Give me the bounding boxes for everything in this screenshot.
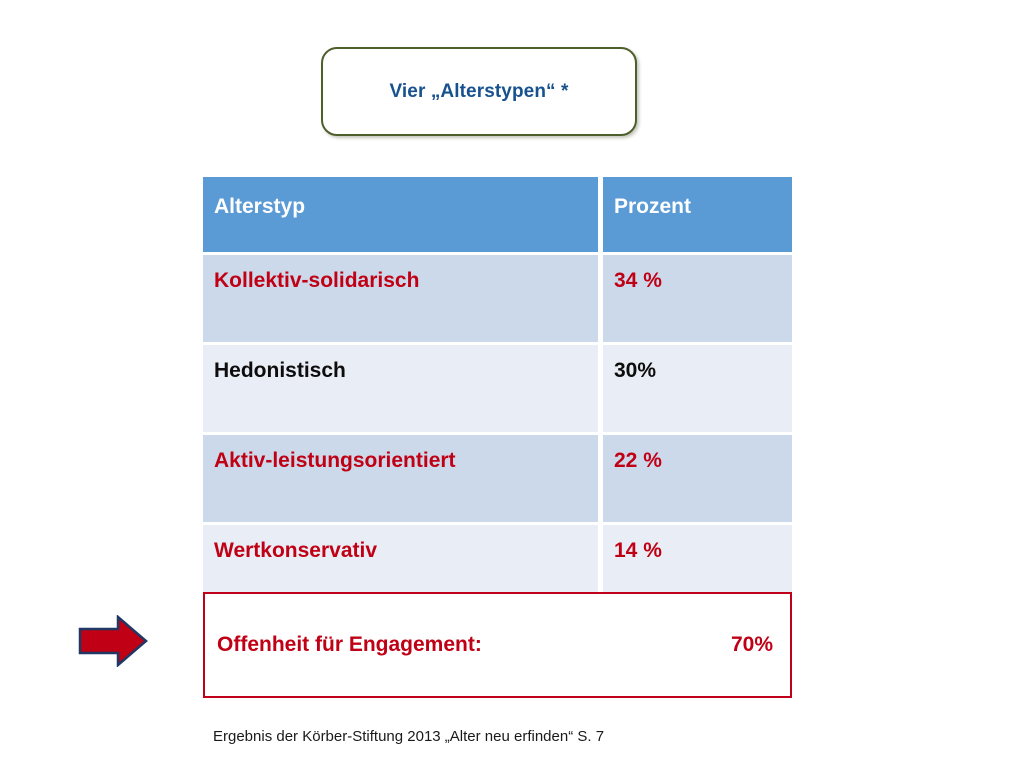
cell-percent: 30% xyxy=(603,342,792,432)
cell-type: Aktiv-leistungsorientiert xyxy=(203,432,603,522)
source-footnote: Ergebnis der Körber-Stiftung 2013 „Alter… xyxy=(213,728,605,745)
table-row: Hedonistisch 30% xyxy=(203,342,792,432)
cell-percent: 34 % xyxy=(603,252,792,342)
table-header-row: Alterstyp Prozent xyxy=(203,177,792,252)
alterstypen-table-container: Alterstyp Prozent Kollektiv-solidarisch … xyxy=(203,177,792,612)
engagement-label: Offenheit für Engagement: xyxy=(217,633,482,656)
cell-type: Hedonistisch xyxy=(203,342,603,432)
engagement-highlight-box: Offenheit für Engagement: 70% xyxy=(203,592,792,698)
page-title: Vier „Alterstypen“ * xyxy=(389,80,569,102)
engagement-value: 70% xyxy=(730,633,773,656)
column-header-alterstyp: Alterstyp xyxy=(203,177,603,252)
cell-percent: 22 % xyxy=(603,432,792,522)
right-arrow-icon xyxy=(78,614,148,668)
cell-type: Kollektiv-solidarisch xyxy=(203,252,603,342)
table-row: Kollektiv-solidarisch 34 % xyxy=(203,252,792,342)
slide-title-box: Vier „Alterstypen“ * xyxy=(321,47,637,136)
table-row: Aktiv-leistungsorientiert 22 % xyxy=(203,432,792,522)
alterstypen-table: Alterstyp Prozent Kollektiv-solidarisch … xyxy=(203,177,792,612)
column-header-prozent: Prozent xyxy=(603,177,792,252)
